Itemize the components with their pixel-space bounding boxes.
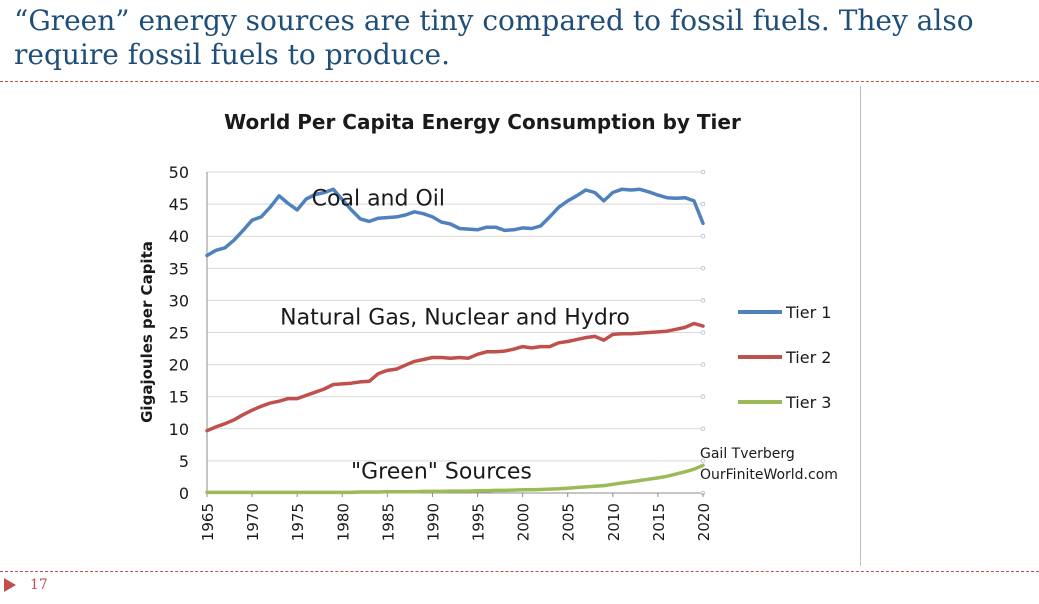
y-tick-label: 40: [169, 227, 189, 246]
y-tick-label: 30: [169, 291, 189, 310]
gridline-end-marker: [700, 362, 706, 367]
gridline-end-marker: [700, 458, 706, 464]
y-tick-label: 35: [169, 259, 189, 278]
y-tick-label: 45: [169, 195, 189, 214]
bottom-divider: [0, 571, 1039, 572]
top-divider: [0, 81, 1039, 82]
y-tick-label: 0: [179, 484, 189, 503]
series-line-tier-3: [205, 463, 705, 495]
gridline-end-marker: [700, 201, 706, 207]
chart-annotation: Coal and Oil: [312, 187, 445, 212]
gridline-end-marker: [700, 330, 706, 335]
y-tick-label: 5: [179, 452, 189, 471]
legend-label-tier-1: Tier 1: [785, 303, 831, 322]
y-axis-title: Gigajoules per Capita: [138, 241, 156, 423]
legend-label-tier-3: Tier 3: [785, 393, 831, 412]
footer-arrow-icon: [4, 578, 16, 592]
slide-title: “Green” energy sources are tiny compared…: [14, 4, 974, 71]
y-tick-label: 20: [169, 356, 189, 375]
x-tick-label: 1990: [424, 503, 442, 541]
x-tick-label: 1970: [244, 503, 262, 541]
y-tick-label: 15: [169, 388, 189, 407]
gridline-end-marker: [700, 266, 706, 271]
credit-author: Gail Tverberg: [700, 446, 795, 462]
x-tick-label: 2020: [695, 503, 713, 541]
credit-website: OurFiniteWorld.com: [700, 467, 838, 483]
series-line-tier-1: [205, 187, 705, 258]
gridline-end-marker: [700, 394, 706, 400]
x-tick-label: 1995: [470, 503, 488, 541]
gridline-end-marker: [700, 169, 706, 175]
x-tick-label: 1980: [334, 503, 352, 541]
gridline-end-marker: [700, 298, 706, 303]
y-tick-label: 10: [169, 420, 189, 439]
chart-annotation: "Green" Sources: [351, 460, 532, 485]
page-number: 17: [30, 577, 48, 593]
x-tick-label: 1985: [379, 503, 397, 541]
y-tick-label: 25: [169, 324, 189, 343]
x-tick-label: 2005: [560, 503, 578, 541]
x-tick-label: 2000: [515, 503, 533, 541]
x-tick-label: 1965: [199, 503, 217, 541]
x-tick-label: 1975: [289, 503, 307, 541]
gridline-end-marker: [700, 233, 706, 239]
series-line-tier-2: [205, 321, 705, 433]
legend-label-tier-2: Tier 2: [785, 348, 831, 367]
chart-frame: [115, 86, 861, 566]
gridline-end-marker: [700, 426, 706, 432]
chart-title: World Per Capita Energy Consumption by T…: [224, 110, 741, 134]
x-tick-label: 2010: [605, 503, 623, 541]
x-tick-label: 2015: [650, 503, 668, 541]
source-credit: Gail Tverberg OurFiniteWorld.com: [700, 444, 838, 486]
chart-annotation: Natural Gas, Nuclear and Hydro: [280, 305, 630, 330]
y-tick-label: 50: [169, 163, 189, 182]
